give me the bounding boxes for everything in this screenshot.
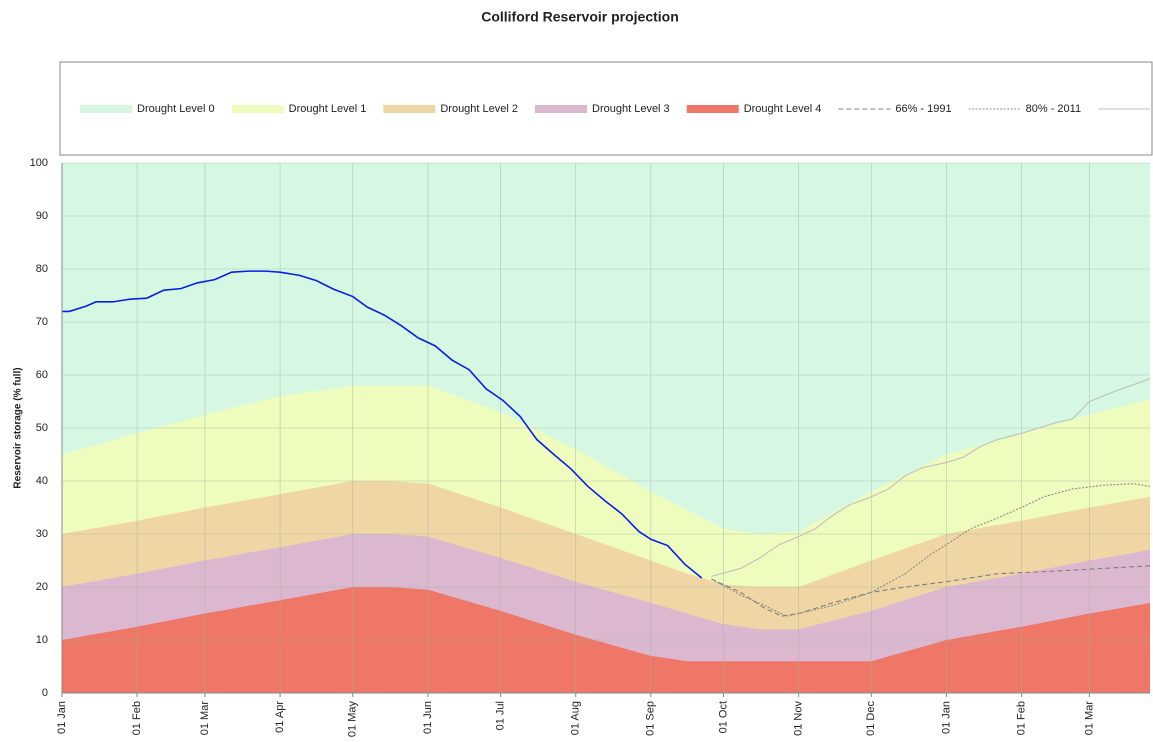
line [711, 565, 1151, 617]
legend-label: Drought Level 4 [744, 103, 822, 115]
x-tick-label: 01 Jan [56, 701, 68, 734]
x-tick-label: 01 Nov [793, 701, 805, 736]
legend-swatch [80, 105, 132, 113]
y-tick-label: 50 [36, 422, 48, 434]
legend-label: Drought Level 2 [440, 103, 518, 115]
legend-swatch [535, 105, 588, 113]
x-tick-label: 01 Jan [940, 701, 952, 734]
y-tick-label: 80 [36, 263, 48, 275]
legend-swatch [383, 105, 436, 113]
chart-title: Colliford Reservoir projection [481, 9, 679, 25]
legend-label: Drought Level 3 [592, 103, 670, 115]
x-tick-label: 01 Jul [494, 701, 506, 730]
line [711, 378, 1151, 577]
x-tick-label: 01 Jun [422, 701, 434, 734]
y-tick-label: 30 [36, 528, 48, 540]
x-tick-label: 01 Feb [1015, 701, 1027, 735]
legend-label: 66% - 1991 [895, 103, 951, 115]
y-tick-label: 0 [42, 687, 48, 699]
y-tick-label: 20 [36, 581, 48, 593]
legend-swatch [686, 105, 739, 113]
x-tick-label: 01 Dec [865, 701, 877, 736]
legend-swatch [231, 105, 284, 113]
x-tick-label: 01 Sep [645, 701, 657, 736]
line [62, 270, 703, 579]
x-tick-label: 01 Feb [131, 701, 143, 735]
y-tick-label: 70 [36, 316, 48, 328]
y-tick-label: 90 [36, 210, 48, 222]
legend-label: 80% - 2011 [1026, 103, 1081, 115]
y-tick-label: 60 [36, 369, 48, 381]
x-tick-label: 01 Mar [199, 701, 211, 736]
x-tick-label: 01 Mar [1083, 701, 1095, 736]
area [62, 587, 1150, 693]
legend-label: Drought Level 0 [137, 103, 215, 115]
y-tick-label: 40 [36, 475, 48, 487]
x-tick-label: 01 May [347, 701, 359, 738]
x-tick-label: 01 Aug [570, 701, 582, 735]
y-tick-label: 100 [30, 157, 48, 169]
y-tick-label: 10 [36, 634, 48, 646]
x-tick-label: 01 Apr [274, 701, 286, 733]
legend-label: Drought Level 1 [289, 103, 367, 115]
x-tick-label: 01 Oct [717, 701, 729, 733]
y-axis-label: Reservoir storage (% full) [13, 367, 24, 488]
